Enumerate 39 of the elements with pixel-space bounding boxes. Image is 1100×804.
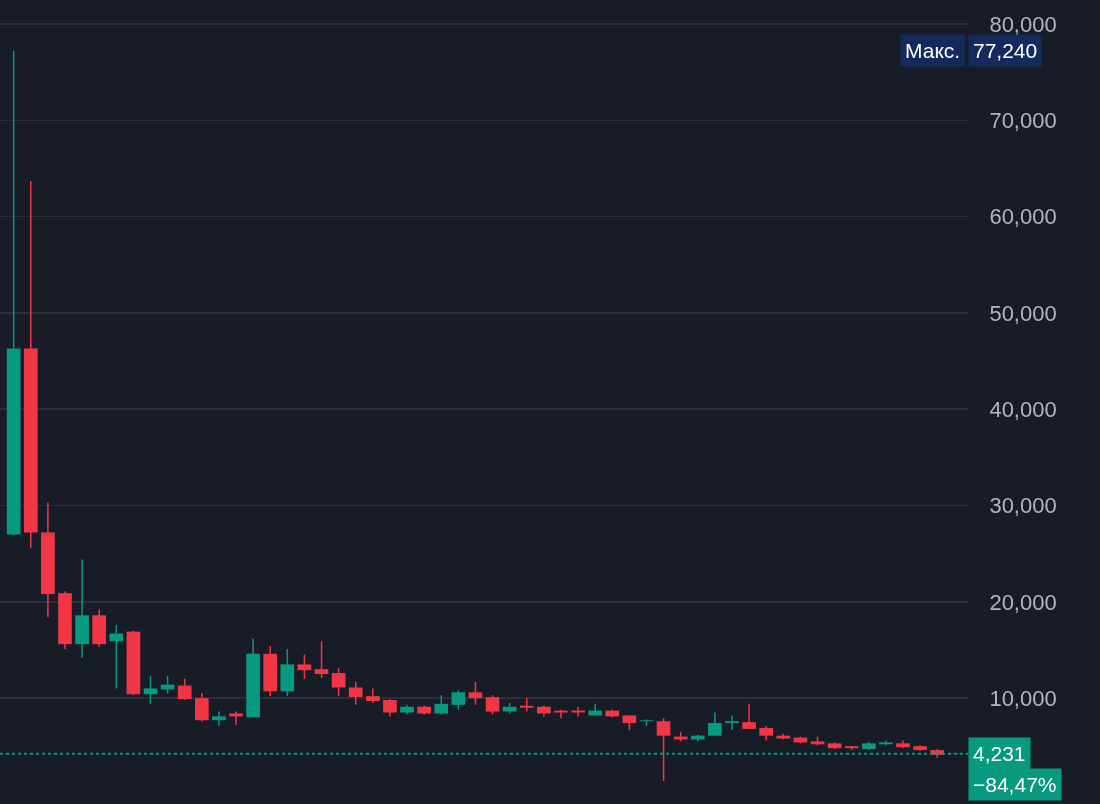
ref-line-label: 4,231 xyxy=(973,742,1026,765)
candlestick xyxy=(383,698,397,718)
y-tick-label: 30,000 xyxy=(989,493,1057,519)
candlestick xyxy=(725,714,739,731)
y-tick-label: 20,000 xyxy=(989,589,1057,615)
candlestick xyxy=(177,678,192,701)
candlestick xyxy=(913,744,927,752)
y-tick-label: 70,000 xyxy=(989,108,1057,134)
candlestick xyxy=(229,710,243,726)
candlestick xyxy=(861,740,876,751)
candlestick xyxy=(879,739,893,747)
text: −84,47% xyxy=(973,773,1057,796)
candlestick xyxy=(314,640,329,679)
candlestick xyxy=(468,680,483,706)
candlestick xyxy=(896,739,910,749)
candlestick xyxy=(280,648,295,697)
candlestick xyxy=(554,708,568,720)
candlestick xyxy=(708,711,722,737)
annotation: Макс. xyxy=(905,39,961,62)
candlestick xyxy=(365,687,380,704)
candlestick xyxy=(571,706,585,718)
candlestick xyxy=(759,725,774,742)
y-tick-label: 50,000 xyxy=(989,300,1057,326)
candlestick xyxy=(297,654,312,680)
y-tick-label: 80,000 xyxy=(989,11,1057,37)
candlestick xyxy=(143,675,158,705)
y-tick-label: 60,000 xyxy=(989,204,1057,230)
candlestick xyxy=(451,689,466,711)
candlestick xyxy=(656,717,671,782)
candlestick xyxy=(400,704,414,716)
candlestick xyxy=(348,680,363,706)
y-tick-label: 40,000 xyxy=(989,396,1057,422)
candlestick xyxy=(212,710,226,727)
candlestick xyxy=(6,49,21,537)
text: 77,240 xyxy=(973,39,1038,62)
y-tick-label: 10,000 xyxy=(989,685,1057,711)
candlestick xyxy=(519,697,534,713)
candlestick xyxy=(742,703,756,730)
candlestick xyxy=(485,694,500,716)
